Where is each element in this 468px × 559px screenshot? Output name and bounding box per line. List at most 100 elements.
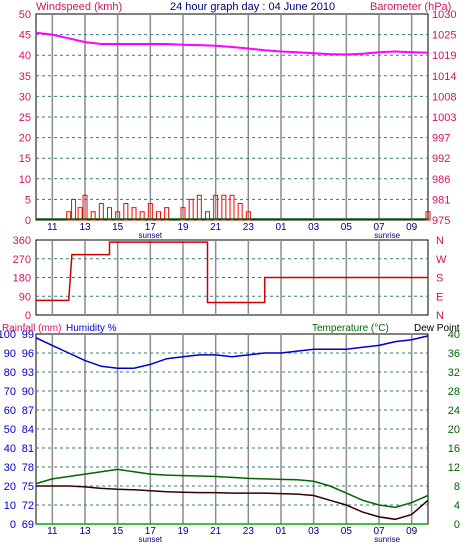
barometer-axis-tick-label: 997 bbox=[432, 133, 450, 145]
temp-panel-time-label: 15 bbox=[112, 526, 124, 537]
rainfall-axis-tick-label: 20 bbox=[4, 481, 16, 493]
rainfall-axis-tick-label: 0 bbox=[10, 519, 16, 531]
rainfall-axis-tick-label: 60 bbox=[4, 405, 16, 417]
temperature-axis-tick-label: 24 bbox=[448, 405, 460, 417]
rainfall-axis-tick-label: 50 bbox=[4, 424, 16, 436]
temp-panel-time-label: 21 bbox=[210, 526, 222, 537]
temp-panel-time-label: 01 bbox=[275, 526, 287, 537]
windspeed-axis-tick-label: 0 bbox=[25, 215, 31, 227]
barometer-axis-tick-label: 975 bbox=[432, 215, 450, 227]
wind-direction-line bbox=[36, 241, 428, 304]
rainfall-axis-tick-label: 90 bbox=[4, 348, 16, 360]
humidity-axis-tick-label: 69 bbox=[22, 519, 34, 531]
temperature-axis-tick-label: 4 bbox=[454, 500, 460, 512]
wind-panel-sunrise-label: sunrise bbox=[374, 231, 400, 240]
wind-panel-time-label: 09 bbox=[406, 222, 418, 233]
windspeed-bar bbox=[82, 194, 88, 221]
dewpoint-axis-title: Dew Point bbox=[414, 323, 460, 334]
windspeed-bar bbox=[221, 194, 227, 221]
humidity-axis-tick-label: 87 bbox=[22, 405, 34, 417]
windspeed-bar bbox=[196, 194, 202, 221]
humidity-axis-tick-label: 72 bbox=[22, 500, 34, 512]
wind-panel-time-label: 11 bbox=[47, 222, 58, 233]
barometer-line bbox=[35, 31, 429, 56]
barometer-axis-tick-label: 986 bbox=[432, 174, 450, 186]
windspeed-bar bbox=[115, 211, 121, 221]
temp-panel-time-label: 07 bbox=[373, 526, 385, 537]
direction-axis-tick-label: 270 bbox=[13, 254, 31, 266]
compass-axis-tick-label: N bbox=[436, 310, 444, 322]
direction-axis-tick-label: 360 bbox=[13, 235, 31, 247]
windspeed-bar bbox=[425, 211, 431, 221]
barometer-axis-tick-label: 1030 bbox=[432, 9, 456, 21]
humidity-axis-tick-label: 96 bbox=[22, 348, 34, 360]
windspeed-axis-tick-label: 40 bbox=[19, 50, 31, 62]
windspeed-bar bbox=[164, 207, 170, 221]
barometer-axis-tick-label: 992 bbox=[432, 153, 450, 165]
wind-panel-sunset-label: sunset bbox=[139, 231, 163, 240]
temp-panel-time-label: 17 bbox=[145, 526, 157, 537]
temperature-axis-tick-label: 20 bbox=[448, 424, 460, 436]
rainfall-axis-tick-label: 70 bbox=[4, 386, 16, 398]
compass-axis-tick-label: N bbox=[436, 235, 444, 247]
temperature-axis-tick-label: 0 bbox=[454, 519, 460, 531]
temperature-axis-tick-label: 8 bbox=[454, 481, 460, 493]
humidity-axis-tick-label: 75 bbox=[22, 481, 34, 493]
temp-panel-time-label: 03 bbox=[308, 526, 320, 537]
barometer-axis-tick-label: 1003 bbox=[432, 112, 456, 124]
page-title: 24 hour graph day : 04 June 2010 bbox=[170, 1, 335, 13]
wind-panel-time-label: 17 bbox=[145, 222, 157, 233]
wind-panel-time-label: 15 bbox=[112, 222, 124, 233]
barometer-axis-tick-label: 1025 bbox=[432, 30, 456, 42]
rainfall-axis-tick-label: 80 bbox=[4, 367, 16, 379]
windspeed-axis-tick-label: 20 bbox=[19, 133, 31, 145]
temp-panel-time-label: 09 bbox=[406, 526, 418, 537]
barometer-axis-tick-label: 1019 bbox=[432, 50, 456, 62]
temp-panel-time-label: 23 bbox=[243, 526, 255, 537]
windspeed-bar bbox=[107, 207, 112, 221]
wind-panel-frame bbox=[35, 13, 429, 221]
dewpoint-line bbox=[36, 485, 429, 521]
windspeed-axis-title: Windspeed (kmh) bbox=[36, 1, 122, 13]
windspeed-axis-tick-label: 5 bbox=[25, 194, 31, 206]
humidity-line bbox=[35, 335, 429, 369]
temperature-axis-tick-label: 12 bbox=[448, 462, 460, 474]
wind-panel-time-label: 05 bbox=[341, 222, 353, 233]
temp-panel-time-label: 19 bbox=[177, 526, 189, 537]
temperature-line bbox=[35, 468, 429, 509]
windspeed-bar bbox=[131, 207, 137, 221]
temperature-axis-tick-label: 28 bbox=[448, 386, 460, 398]
wind-panel-time-label: 21 bbox=[210, 222, 222, 233]
humidity-axis-tick-label: 90 bbox=[22, 386, 34, 398]
wind-panel-time-label: 03 bbox=[308, 222, 320, 233]
rainfall-axis-title: Rainfall (mm) bbox=[2, 323, 61, 334]
windspeed-axis-tick-label: 15 bbox=[19, 153, 31, 165]
temperature-axis-tick-label: 36 bbox=[448, 348, 460, 360]
windspeed-axis-tick-label: 50 bbox=[19, 9, 31, 21]
windspeed-bar bbox=[156, 211, 161, 221]
temp-panel-frame bbox=[35, 333, 429, 525]
rainfall-axis-tick-label: 100 bbox=[0, 329, 16, 341]
wind-panel-time-label: 23 bbox=[243, 222, 255, 233]
wind-panel-time-label: 01 bbox=[275, 222, 287, 233]
windspeed-bar bbox=[229, 194, 235, 221]
temp-panel-sunrise-label: sunrise bbox=[374, 535, 400, 544]
windspeed-bar bbox=[147, 203, 153, 221]
windspeed-bar bbox=[180, 207, 186, 221]
windspeed-bar bbox=[213, 194, 219, 221]
windspeed-bar bbox=[66, 211, 72, 221]
temperature-axis-tick-label: 40 bbox=[448, 329, 460, 341]
windspeed-bar bbox=[205, 211, 210, 221]
windspeed-bar bbox=[90, 211, 96, 221]
humidity-axis-tick-label: 99 bbox=[22, 329, 34, 341]
compass-axis-tick-label: S bbox=[436, 273, 443, 285]
windspeed-bar bbox=[98, 203, 104, 221]
direction-axis-tick-label: 0 bbox=[25, 310, 31, 322]
direction-axis-tick-label: 90 bbox=[19, 291, 31, 303]
temperature-axis-title: Temperature (°C) bbox=[312, 323, 389, 334]
temp-panel-time-label: 13 bbox=[79, 526, 91, 537]
windspeed-axis-tick-label: 25 bbox=[19, 112, 31, 124]
temp-panel-time-label: 11 bbox=[47, 526, 58, 537]
wind-panel-time-label: 07 bbox=[373, 222, 385, 233]
humidity-axis-title: Humidity % bbox=[66, 323, 117, 334]
